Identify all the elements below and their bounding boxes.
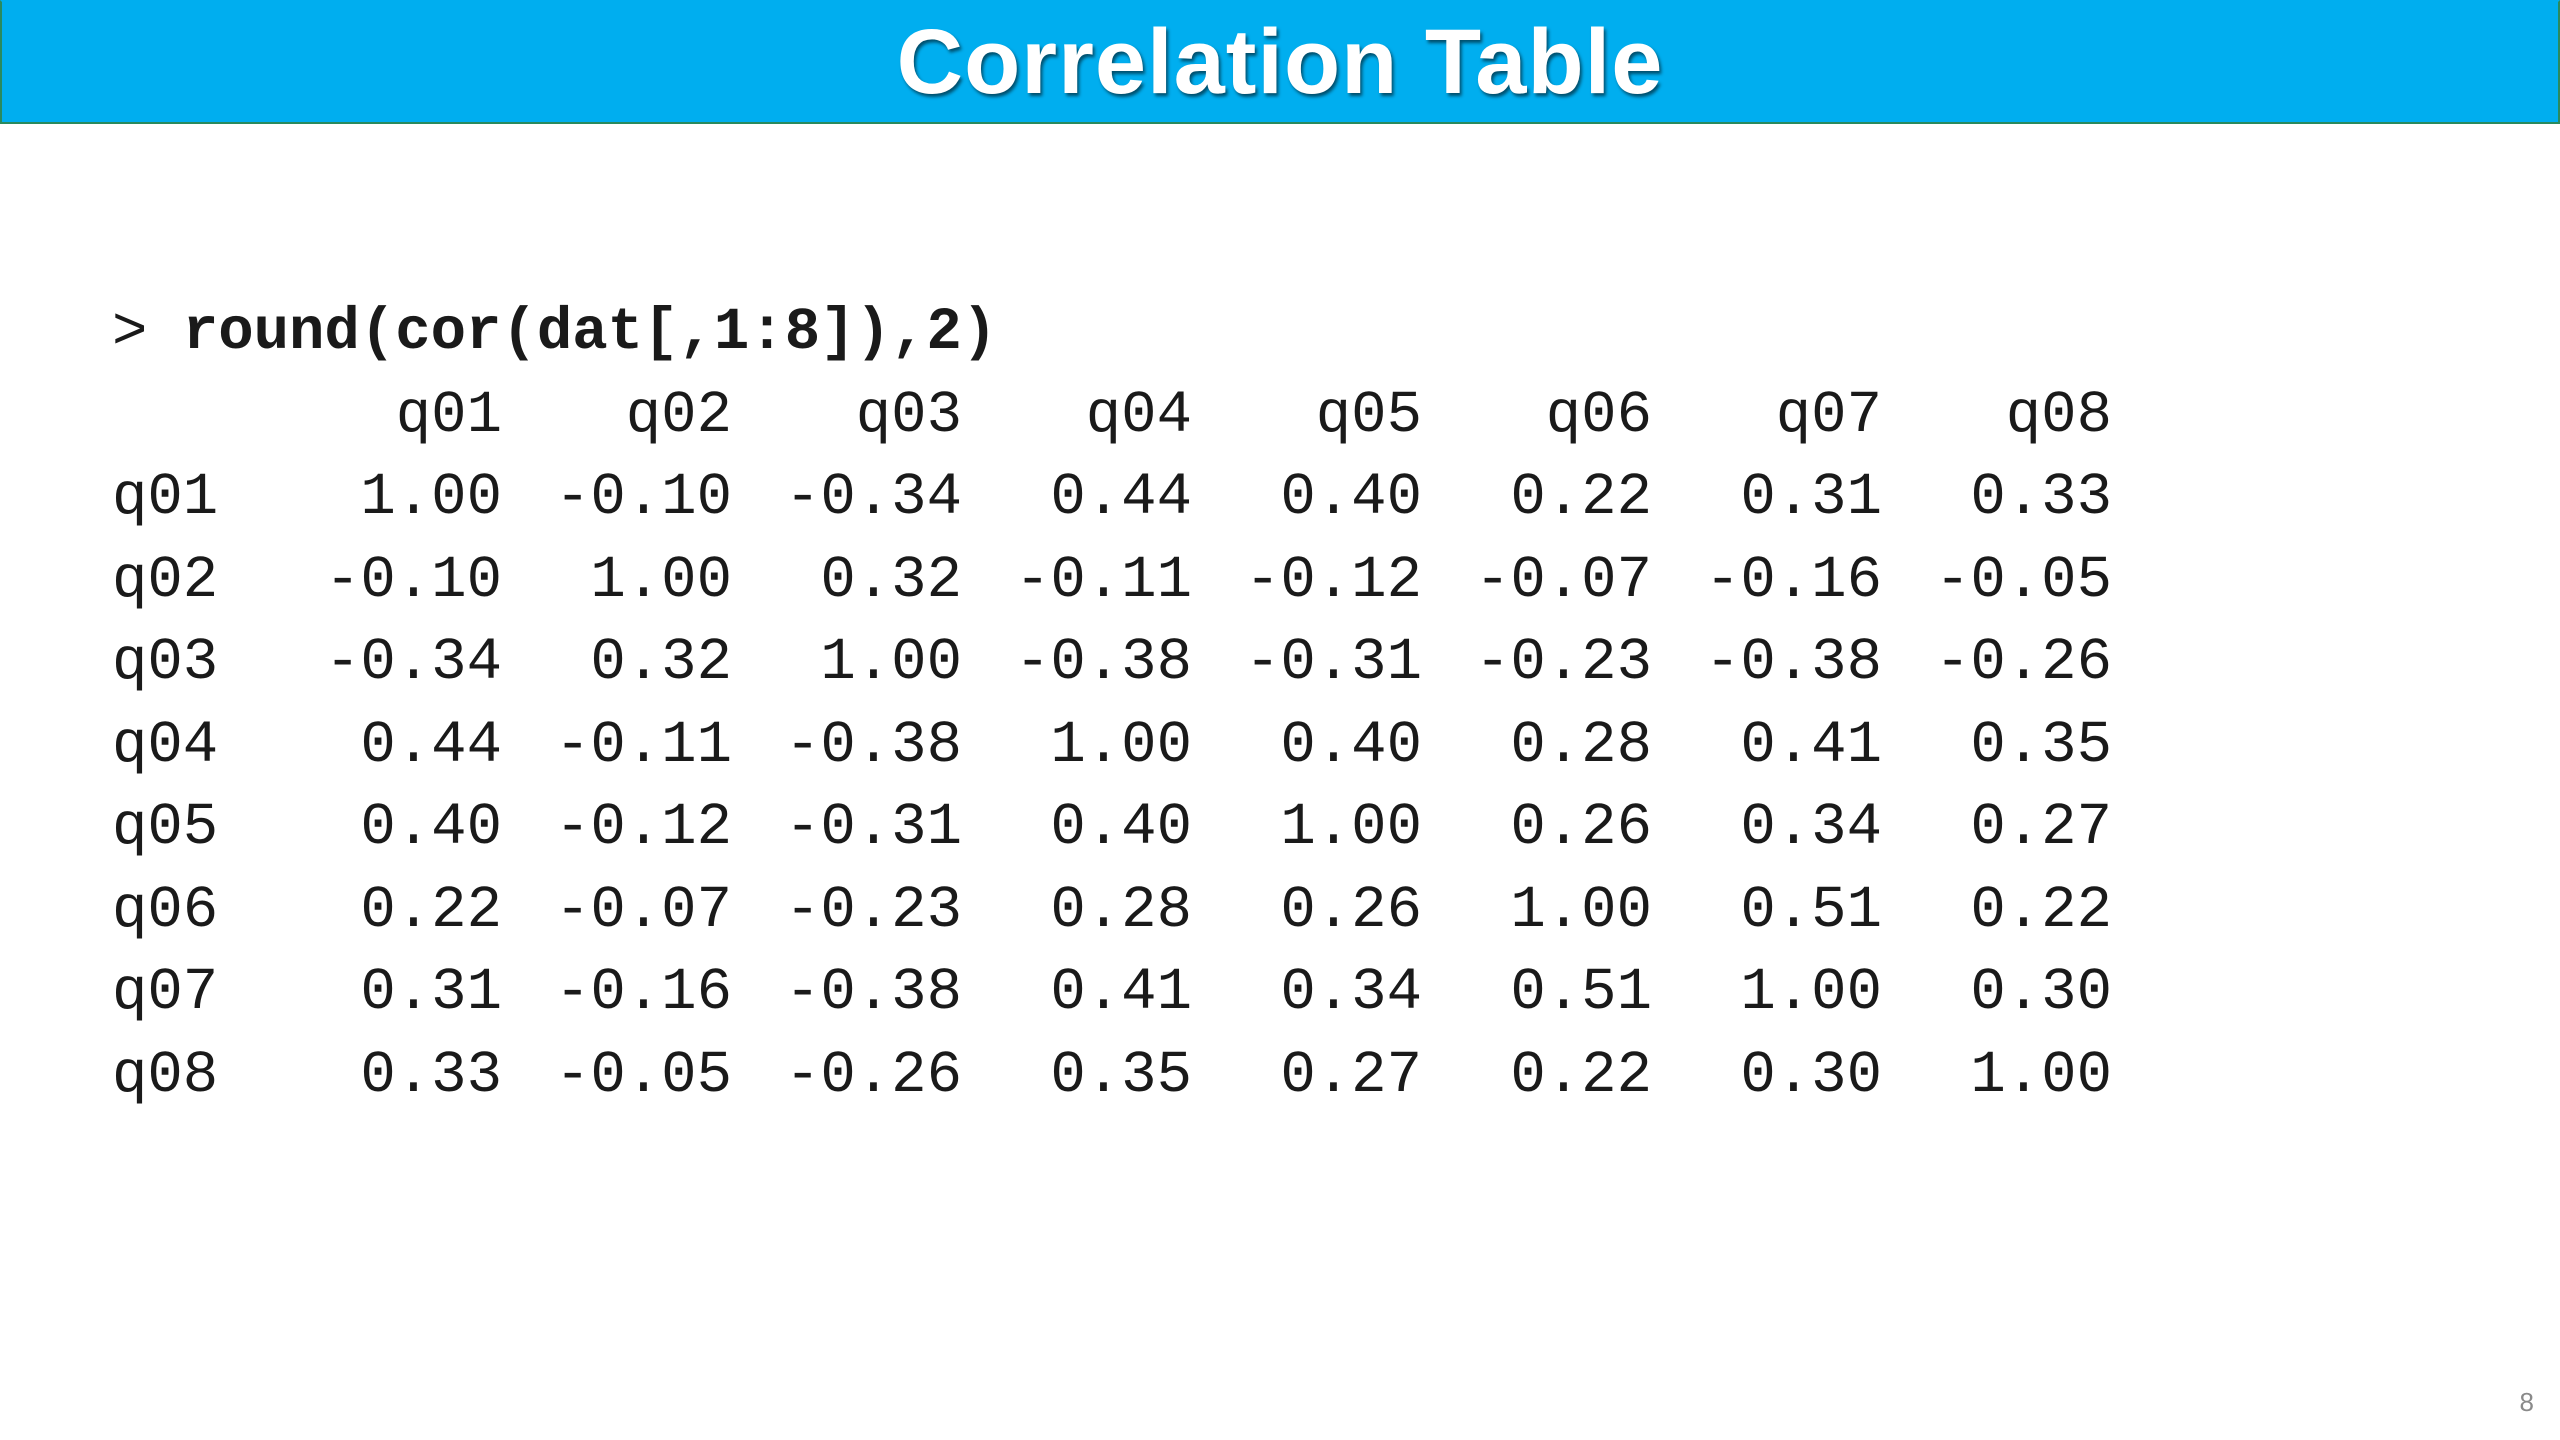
- console-prompt: >: [112, 299, 148, 366]
- title-bar: Correlation Table: [0, 0, 2560, 124]
- table-cell: -0.26: [1934, 629, 2112, 696]
- table-header-row: q01 q02 q03 q04 q05 q06 q07 q08: [112, 375, 2112, 458]
- table-cell: 0.33: [1970, 464, 2112, 531]
- table-cell: 0.28: [1050, 876, 1192, 944]
- table-cell: 0.41: [1740, 711, 1882, 779]
- table-row: q01 1.00 -0.10 -0.34 0.44 0.40 0.22 0.31 0.33: [112, 457, 2112, 540]
- table-row: q08 0.33 -0.05 -0.26 0.35 0.27 0.22 0.30 1.00: [112, 1035, 2112, 1118]
- table-cell: 0.22: [360, 876, 502, 944]
- table-cell: -0.23: [1474, 629, 1652, 696]
- table-cell: -0.31: [1244, 629, 1422, 696]
- table-cell: 0.22: [1970, 876, 2112, 944]
- table-cell: 0.40: [1050, 794, 1192, 861]
- table-cell: -0.11: [1014, 546, 1192, 614]
- table-cell: -0.23: [784, 876, 962, 944]
- table-cell: 0.40: [360, 794, 502, 861]
- table-row: q04 0.44 -0.11 -0.38 1.00 0.40 0.28 0.41 0.35: [112, 705, 2112, 788]
- table-cell: 0.41: [1050, 959, 1192, 1026]
- row-label: q02: [112, 546, 219, 614]
- table-cell: 1.00: [1970, 1041, 2112, 1109]
- row-label: q01: [112, 464, 219, 531]
- table-cell: 0.27: [1970, 794, 2112, 861]
- column-header: q04: [1085, 381, 1192, 449]
- table-cell: -0.31: [784, 794, 962, 861]
- header-corner: [112, 375, 272, 458]
- column-header: q06: [1545, 381, 1652, 449]
- table-row: q06 0.22 -0.07 -0.23 0.28 0.26 1.00 0.51 0.22: [112, 870, 2112, 953]
- table-row: q05 0.40 -0.12 -0.31 0.40 1.00 0.26 0.34 0.27: [112, 787, 2112, 870]
- table-cell: 0.30: [1970, 959, 2112, 1026]
- table-cell: -0.12: [554, 794, 732, 861]
- table-cell: 0.44: [360, 711, 502, 779]
- row-label: q03: [112, 629, 219, 696]
- table-cell: 0.33: [360, 1041, 502, 1109]
- column-header: q08: [2005, 381, 2112, 449]
- table-cell: 0.27: [1280, 1041, 1422, 1109]
- table-cell: 0.30: [1740, 1041, 1882, 1109]
- row-label: q06: [112, 876, 219, 944]
- table-cell: 0.32: [820, 546, 962, 614]
- table-cell: 1.00: [1280, 794, 1422, 861]
- table-cell: 0.28: [1510, 711, 1652, 779]
- table-cell: -0.10: [324, 546, 502, 614]
- column-header: q05: [1315, 381, 1422, 449]
- table-cell: -0.16: [1704, 546, 1882, 614]
- table-cell: 0.26: [1280, 876, 1422, 944]
- table-cell: 0.26: [1510, 794, 1652, 861]
- column-header: q07: [1775, 381, 1882, 449]
- table-row: q03 -0.34 0.32 1.00 -0.38 -0.31 -0.23 -0.38 -0.2…: [112, 622, 2112, 705]
- table-cell: 1.00: [360, 464, 502, 531]
- table-cell: 0.31: [360, 959, 502, 1026]
- table-cell: -0.38: [784, 959, 962, 1026]
- table-cell: 0.32: [590, 629, 732, 696]
- table-cell: 0.35: [1970, 711, 2112, 779]
- table-cell: -0.05: [1934, 546, 2112, 614]
- table-cell: 1.00: [1050, 711, 1192, 779]
- row-label: q05: [112, 794, 219, 861]
- table-cell: 0.34: [1740, 794, 1882, 861]
- command-line: > round(cor(dat[,1:8]),2): [112, 292, 2112, 375]
- table-cell: 0.31: [1740, 464, 1882, 531]
- table-cell: -0.07: [554, 876, 732, 944]
- table-cell: -0.38: [1704, 629, 1882, 696]
- table-cell: -0.05: [554, 1041, 732, 1109]
- table-body: q01 1.00 -0.10 -0.34 0.44 0.40 0.22 0.31 0.33 q02…: [112, 457, 2112, 1117]
- table-cell: 0.35: [1050, 1041, 1192, 1109]
- row-label: q04: [112, 711, 219, 779]
- r-console-output: > round(cor(dat[,1:8]),2) q01 q02 q03 q0…: [112, 292, 2112, 1117]
- table-cell: -0.38: [1014, 629, 1192, 696]
- table-cell: 0.40: [1280, 464, 1422, 531]
- table-cell: 1.00: [820, 629, 962, 696]
- table-cell: -0.34: [784, 464, 962, 531]
- table-cell: 0.51: [1740, 876, 1882, 944]
- row-label: q08: [112, 1041, 219, 1109]
- table-cell: 0.44: [1050, 464, 1192, 531]
- slide-title: Correlation Table: [896, 11, 1664, 113]
- table-cell: 1.00: [1740, 959, 1882, 1026]
- table-cell: 0.51: [1510, 959, 1652, 1026]
- table-cell: -0.12: [1244, 546, 1422, 614]
- row-label: q07: [112, 959, 219, 1026]
- table-cell: -0.10: [554, 464, 732, 531]
- table-cell: -0.26: [784, 1041, 962, 1109]
- table-row: q02 -0.10 1.00 0.32 -0.11 -0.12 -0.07 -0.16 -0.0…: [112, 540, 2112, 623]
- table-cell: 1.00: [1510, 876, 1652, 944]
- column-header: q02: [625, 381, 732, 449]
- page-number: 8: [2519, 1387, 2534, 1417]
- table-row: q07 0.31 -0.16 -0.38 0.41 0.34 0.51 1.00 0.30: [112, 952, 2112, 1035]
- table-cell: -0.38: [784, 711, 962, 779]
- table-cell: -0.16: [554, 959, 732, 1026]
- table-cell: -0.07: [1474, 546, 1652, 614]
- table-cell: 0.40: [1280, 711, 1422, 779]
- console-command: round(cor(dat[,1:8]),2): [182, 299, 998, 366]
- table-cell: 0.34: [1280, 959, 1422, 1026]
- table-cell: -0.34: [324, 629, 502, 696]
- table-cell: -0.11: [554, 711, 732, 779]
- table-cell: 0.22: [1510, 1041, 1652, 1109]
- table-cell: 0.22: [1510, 464, 1652, 531]
- column-header: q01: [395, 381, 502, 449]
- column-header: q03: [855, 381, 962, 449]
- table-cell: 1.00: [590, 546, 732, 614]
